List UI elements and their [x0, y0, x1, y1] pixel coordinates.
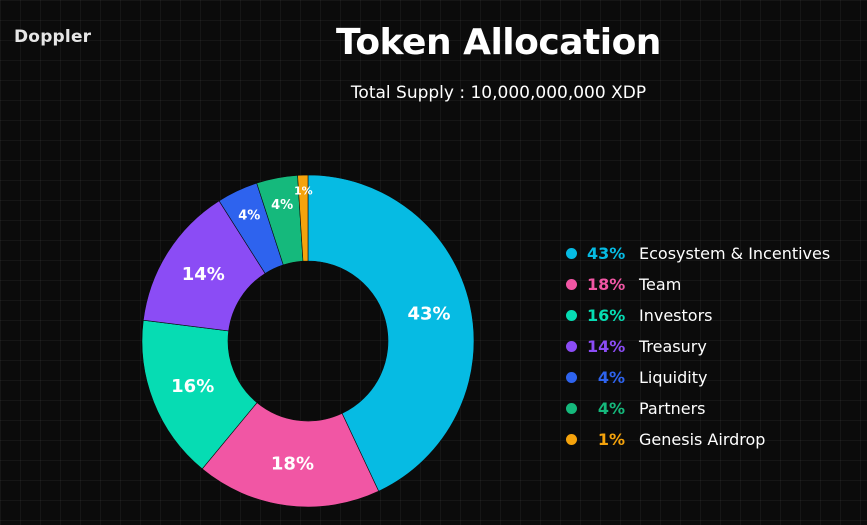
- slice-label-treasury: 14%: [182, 264, 225, 285]
- legend-percent: 4%: [597, 368, 625, 387]
- slice-label-team: 18%: [271, 454, 314, 475]
- legend-label: Liquidity: [639, 368, 708, 387]
- legend-percent: 4%: [597, 399, 625, 418]
- legend-item-ecosystem-incentives: 43% Ecosystem & Incentives: [566, 238, 830, 269]
- legend-item-investors: 16% Investors: [566, 300, 830, 331]
- slice-label-ecosystem-incentives: 43%: [407, 303, 450, 324]
- slice-label-partners: 4%: [271, 198, 293, 213]
- legend-label: Genesis Airdrop: [639, 430, 766, 449]
- legend-item-genesis-airdrop: 1% Genesis Airdrop: [566, 424, 830, 455]
- legend-dot: [566, 341, 577, 352]
- slice-investors: [141, 319, 258, 470]
- legend-percent: 16%: [587, 306, 626, 325]
- legend-label: Partners: [639, 399, 706, 418]
- legend-dot: [566, 279, 577, 290]
- slice-label-investors: 16%: [171, 376, 214, 397]
- legend-dot: [566, 372, 577, 383]
- legend-item-partners: 4% Partners: [566, 393, 830, 424]
- legend-label: Investors: [639, 306, 713, 325]
- legend-item-treasury: 14% Treasury: [566, 331, 830, 362]
- legend-percent: 1%: [597, 430, 625, 449]
- slice-genesis-airdrop: [297, 174, 309, 262]
- slice-label-genesis-airdrop: 1%: [294, 185, 313, 198]
- legend-percent: 18%: [587, 275, 626, 294]
- legend-label: Treasury: [639, 337, 707, 356]
- legend-percent: 43%: [587, 244, 626, 263]
- legend-label: Team: [639, 275, 682, 294]
- slice-ecosystem-incentives: [307, 174, 475, 492]
- chart-legend: 43% Ecosystem & Incentives 18% Team 16% Inves…: [566, 238, 830, 455]
- legend-dot: [566, 403, 577, 414]
- chart-title: Token Allocation: [336, 22, 661, 63]
- legend-dot: [566, 248, 577, 259]
- chart-subtitle: Total Supply : 10,000,000,000 XDP: [350, 83, 647, 103]
- legend-dot: [566, 434, 577, 445]
- legend-dot: [566, 310, 577, 321]
- brand-logo: Doppler: [14, 27, 92, 47]
- legend-item-liquidity: 4% Liquidity: [566, 362, 830, 393]
- slice-team: [201, 402, 380, 508]
- legend-percent: 14%: [587, 337, 626, 356]
- slice-label-liquidity: 4%: [238, 209, 260, 224]
- legend-item-team: 18% Team: [566, 269, 830, 300]
- legend-label: Ecosystem & Incentives: [639, 244, 831, 263]
